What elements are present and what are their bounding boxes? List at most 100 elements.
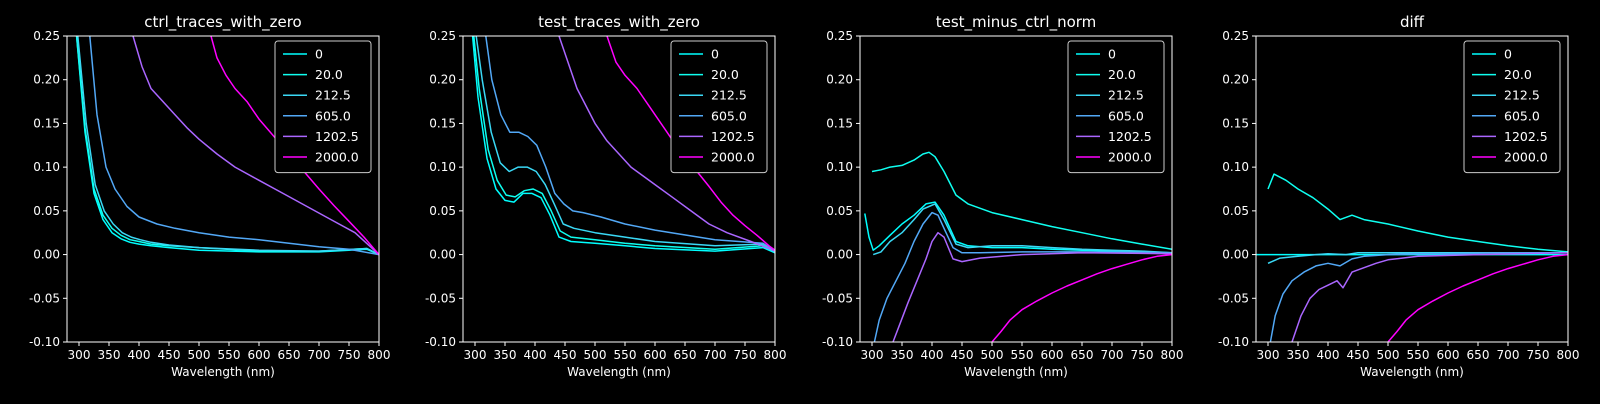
y-tick-label: 0.05 [826, 204, 853, 218]
series-line-212.5 [872, 203, 1172, 256]
legend: 0 20.0 212.5 605.0 1202.5 2000.0 [670, 40, 768, 174]
y-tick-label: -0.05 [822, 291, 853, 305]
y-tick-label: 0.20 [826, 73, 853, 87]
x-tick-label: 350 [98, 348, 121, 362]
series-line-1202.5 [1291, 252, 1568, 342]
y-tick-label: -0.10 [1218, 335, 1249, 349]
y-tick-label: 0.05 [33, 204, 60, 218]
x-tick-label: 600 [644, 348, 667, 362]
y-tick-label: 0.05 [1222, 204, 1249, 218]
x-tick-label: 400 [1317, 348, 1340, 362]
x-tick-label: 500 [584, 348, 607, 362]
y-tick-label: 0.00 [826, 248, 853, 262]
x-axis-label: Wavelength (nm) [964, 365, 1068, 379]
x-tick-label: 600 [248, 348, 271, 362]
x-tick-label: 800 [1161, 348, 1184, 362]
series-line-605.0 [89, 36, 379, 256]
x-tick-label: 750 [1527, 348, 1550, 362]
plot-area [864, 151, 1172, 342]
legend-label: 20.0 [315, 67, 343, 82]
subplot-4: diff 300 350 400 450 500 550 600 650 700 750 800 -0.… [1218, 13, 1580, 379]
x-axis-label: Wavelength (nm) [1360, 365, 1464, 379]
series-line-212.5 [77, 36, 379, 256]
y-tick-label: -0.05 [425, 291, 456, 305]
chart-title: ctrl_traces_with_zero [144, 13, 301, 32]
legend: 0 20.0 212.5 605.0 1202.5 2000.0 [1463, 40, 1561, 174]
x-axis-label: Wavelength (nm) [171, 365, 275, 379]
legend: 0 20.0 212.5 605.0 1202.5 2000.0 [274, 40, 372, 174]
axes-frame [859, 35, 1173, 343]
legend-label: 0 [1108, 47, 1116, 62]
y-tick-label: 0.20 [429, 73, 456, 87]
y-tick-label: 0.25 [429, 29, 456, 43]
x-tick-label: 450 [554, 348, 577, 362]
series-line-1202.5 [558, 36, 775, 252]
legend-label: 2000.0 [711, 150, 755, 165]
legend-label: 20.0 [1108, 67, 1136, 82]
x-tick-label: 350 [891, 348, 914, 362]
y-tick-label: -0.10 [425, 335, 456, 349]
x-tick-label: 750 [734, 348, 757, 362]
x-tick-label: 500 [1377, 348, 1400, 362]
x-tick-label: 500 [981, 348, 1004, 362]
axes-frame [1255, 35, 1569, 343]
y-tick-label: 0.00 [33, 248, 60, 262]
series-line-1202.5 [892, 231, 1172, 342]
x-tick-label: 450 [158, 348, 181, 362]
legend-label: 605.0 [315, 108, 351, 123]
y-tick-label: -0.05 [1218, 291, 1249, 305]
series-line-20.0 [473, 36, 775, 253]
y-tick-label: 0.10 [1222, 160, 1249, 174]
subplot-2: test_traces_with_zero 300 350 400 450 500 550 6… [425, 13, 787, 379]
series-line-0 [864, 201, 1172, 254]
legend-label: 212.5 [315, 88, 351, 103]
x-tick-label: 600 [1437, 348, 1460, 362]
x-tick-label: 450 [951, 348, 974, 362]
legend-label: 20.0 [711, 67, 739, 82]
y-tick-label: 0.00 [429, 248, 456, 262]
x-tick-label: 550 [1407, 348, 1430, 362]
series-line-605.0 [873, 211, 1172, 342]
x-tick-label: 500 [188, 348, 211, 362]
y-tick-label: 0.15 [826, 116, 853, 130]
x-tick-label: 700 [308, 348, 331, 362]
x-tick-label: 700 [1101, 348, 1124, 362]
series-line-0 [75, 36, 379, 256]
chart-title: diff [1400, 13, 1425, 31]
y-tick-label: 0.20 [1222, 73, 1249, 87]
x-tick-label: 400 [921, 348, 944, 362]
y-tick-label: 0.20 [33, 73, 60, 87]
x-tick-label: 550 [614, 348, 637, 362]
x-tick-label: 750 [338, 348, 361, 362]
legend-label: 1202.5 [1108, 129, 1152, 144]
legend-label: 1202.5 [1504, 129, 1548, 144]
subplot-1: ctrl_traces_with_zero 300 350 400 450 500 550 6… [29, 13, 391, 379]
y-tick-label: 0.15 [33, 116, 60, 130]
chart-title: test_minus_ctrl_norm [936, 13, 1097, 32]
series-line-20.0 [871, 151, 1172, 251]
x-tick-label: 350 [494, 348, 517, 362]
y-tick-label: 0.10 [826, 160, 853, 174]
y-tick-label: -0.10 [822, 335, 853, 349]
x-tick-label: 700 [704, 348, 727, 362]
y-tick-label: 0.25 [33, 29, 60, 43]
x-axis-label: Wavelength (nm) [567, 365, 671, 379]
y-tick-label: 0.00 [1222, 248, 1249, 262]
chart-title: test_traces_with_zero [538, 13, 700, 32]
x-tick-label: 700 [1497, 348, 1520, 362]
legend-label: 212.5 [711, 88, 747, 103]
legend-label: 212.5 [1108, 88, 1144, 103]
axes-frame [66, 35, 380, 343]
x-tick-label: 650 [278, 348, 301, 362]
series-line-212.5 [475, 36, 775, 253]
x-tick-label: 300 [464, 348, 487, 362]
y-tick-label: 0.25 [826, 29, 853, 43]
series-line-2000.0 [991, 253, 1172, 342]
legend-label: 1202.5 [711, 129, 755, 144]
series-line-605.0 [485, 36, 775, 252]
y-tick-label: 0.10 [33, 160, 60, 174]
y-tick-label: 0.25 [1222, 29, 1249, 43]
x-tick-label: 300 [861, 348, 884, 362]
